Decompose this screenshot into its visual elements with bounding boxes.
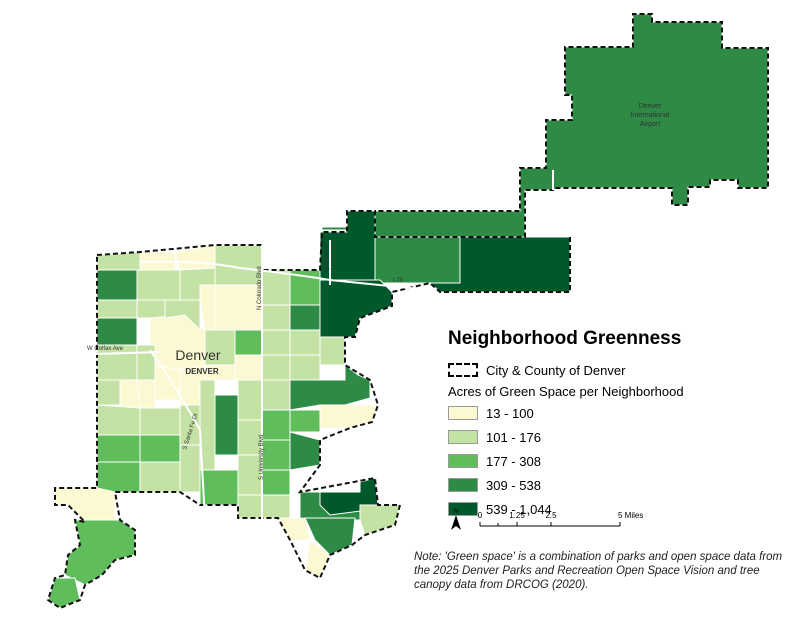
neighborhood-college-view[interactable] [139,461,181,493]
legend-subtitle: Acres of Green Space per Neighborhood [448,384,684,399]
scale-line [479,522,621,527]
scale-tick-label: 2.5 [545,511,557,520]
class-swatch [448,502,478,516]
airport-label-line2: International [631,112,670,119]
legend-class-row: 309 - 538 [448,475,748,495]
neighborhood-hampden-east[interactable] [289,431,321,471]
neighborhood-chaffee[interactable] [96,251,141,271]
neighborhood-virginia-village[interactable] [261,409,291,441]
neighborhood-north-park-hill[interactable] [289,304,321,331]
scale-tick-label: 5 Miles [618,511,643,520]
class-swatch [448,430,478,444]
neighborhood-highland[interactable] [136,269,181,301]
neighborhood-villa[interactable] [96,379,121,406]
neighborhood-skyland[interactable] [261,304,291,331]
neighborhood-country-club[interactable] [204,329,236,366]
neighborhood-hale[interactable] [261,329,291,356]
neighborhood-south-park-hill[interactable] [289,329,321,356]
neighborhood-mar-lee[interactable] [96,434,141,463]
class-label: 177 - 308 [486,453,541,469]
source-note: Note: 'Green space' is a combination of … [414,551,783,591]
class-label: 13 - 100 [486,405,534,421]
neighborhood-valverde[interactable] [136,379,156,409]
legend-boundary-row: City & County of Denver [448,360,748,380]
scale-tick-label: 0 [478,511,483,520]
neighborhood-marston-north[interactable] [64,519,136,586]
neighborhood-ruby-hill[interactable] [139,434,181,463]
neighborhood-southmoor[interactable] [277,517,311,541]
colorado-blvd-label: N Colorado Blvd [257,266,263,310]
neighborhood-sun-valley[interactable] [136,344,156,381]
legend-class-row: 13 - 100 [448,403,748,423]
airport-label-line3: Airport [640,121,661,128]
north-arrow-icon [451,515,461,530]
legend-class-row: 539 - 1,044 [448,499,748,519]
class-label: 539 - 1,044 [486,501,552,517]
neighborhood-central-south[interactable] [261,469,291,496]
city-label: Denver [175,347,220,363]
class-label: 309 - 538 [486,477,541,493]
neighborhood-rosedale[interactable] [179,444,201,493]
neighborhood-marston[interactable] [47,577,81,609]
neighborhood-washington-park[interactable] [214,394,239,456]
class-swatch [448,478,478,492]
map-title: Neighborhood Greenness [448,328,682,349]
neighborhood-cherry-creek[interactable] [234,354,263,381]
neighborhood-belcaro[interactable] [237,379,263,421]
neighborhood-hampden[interactable] [237,494,291,519]
city-county-boundary [46,13,769,610]
class-swatch [448,406,478,420]
legend-class-row: 101 - 176 [448,427,748,447]
class-label: 101 - 176 [486,429,541,445]
boundary-label: City & County of Denver [486,362,626,378]
boundary-swatch [448,363,478,377]
neighborhood-indian-creek[interactable] [261,379,291,411]
neighborhood-jefferson-park[interactable] [136,299,166,319]
neighborhood-athmar[interactable] [139,407,181,436]
scale-tick-label: 1.25 [509,511,525,520]
neighborhood-regis[interactable] [96,269,138,301]
neighborhood-city-park[interactable] [214,284,263,331]
class-swatch [448,454,478,468]
neighborhood-goldsmith[interactable] [289,409,321,433]
neighborhood-east-colfax[interactable] [319,336,346,366]
neighborhood-university[interactable] [199,469,239,506]
neighborhood-windsor[interactable] [319,404,379,429]
colfax-label: W Colfax Ave [87,346,124,352]
neighborhood-sloan[interactable] [96,317,138,346]
university-label: S University Blvd [259,435,265,480]
neighborhood-stapleton[interactable] [319,279,393,338]
neighborhood-dia[interactable] [321,13,769,238]
neighborhood-montclair[interactable] [261,354,291,381]
i70-label: I-70 [393,278,404,284]
neighborhood-congress-park[interactable] [234,329,263,356]
neighborhood-gvr[interactable] [374,236,461,284]
north-label: N [454,509,458,515]
neighborhood-union-station[interactable] [164,299,201,332]
neighborhood-harvey-park[interactable] [96,461,141,493]
legend-class-row: 177 - 308 [448,451,748,471]
north-arrow: N [451,509,461,530]
neighborhood-westwood[interactable] [96,404,141,436]
neighborhood-lowry[interactable] [289,354,321,381]
airport-label-line1: Denver [639,103,662,110]
neighborhood-lowry-field[interactable] [289,363,371,411]
legend: Neighborhood Greenness City & County of … [448,328,748,523]
scale-bar: N 0 1.25 2.5 5 Miles [451,509,643,530]
city-caps-label: DENVER [185,367,219,376]
neighborhood-berkeley[interactable] [96,299,138,319]
neighborhood-lincoln-park[interactable] [154,364,181,401]
major-roads [59,170,554,521]
neighborhood-hampden-south[interactable] [261,439,291,471]
neighborhood-clayton[interactable] [261,269,291,306]
quebec-label: Quebec St [324,243,330,272]
